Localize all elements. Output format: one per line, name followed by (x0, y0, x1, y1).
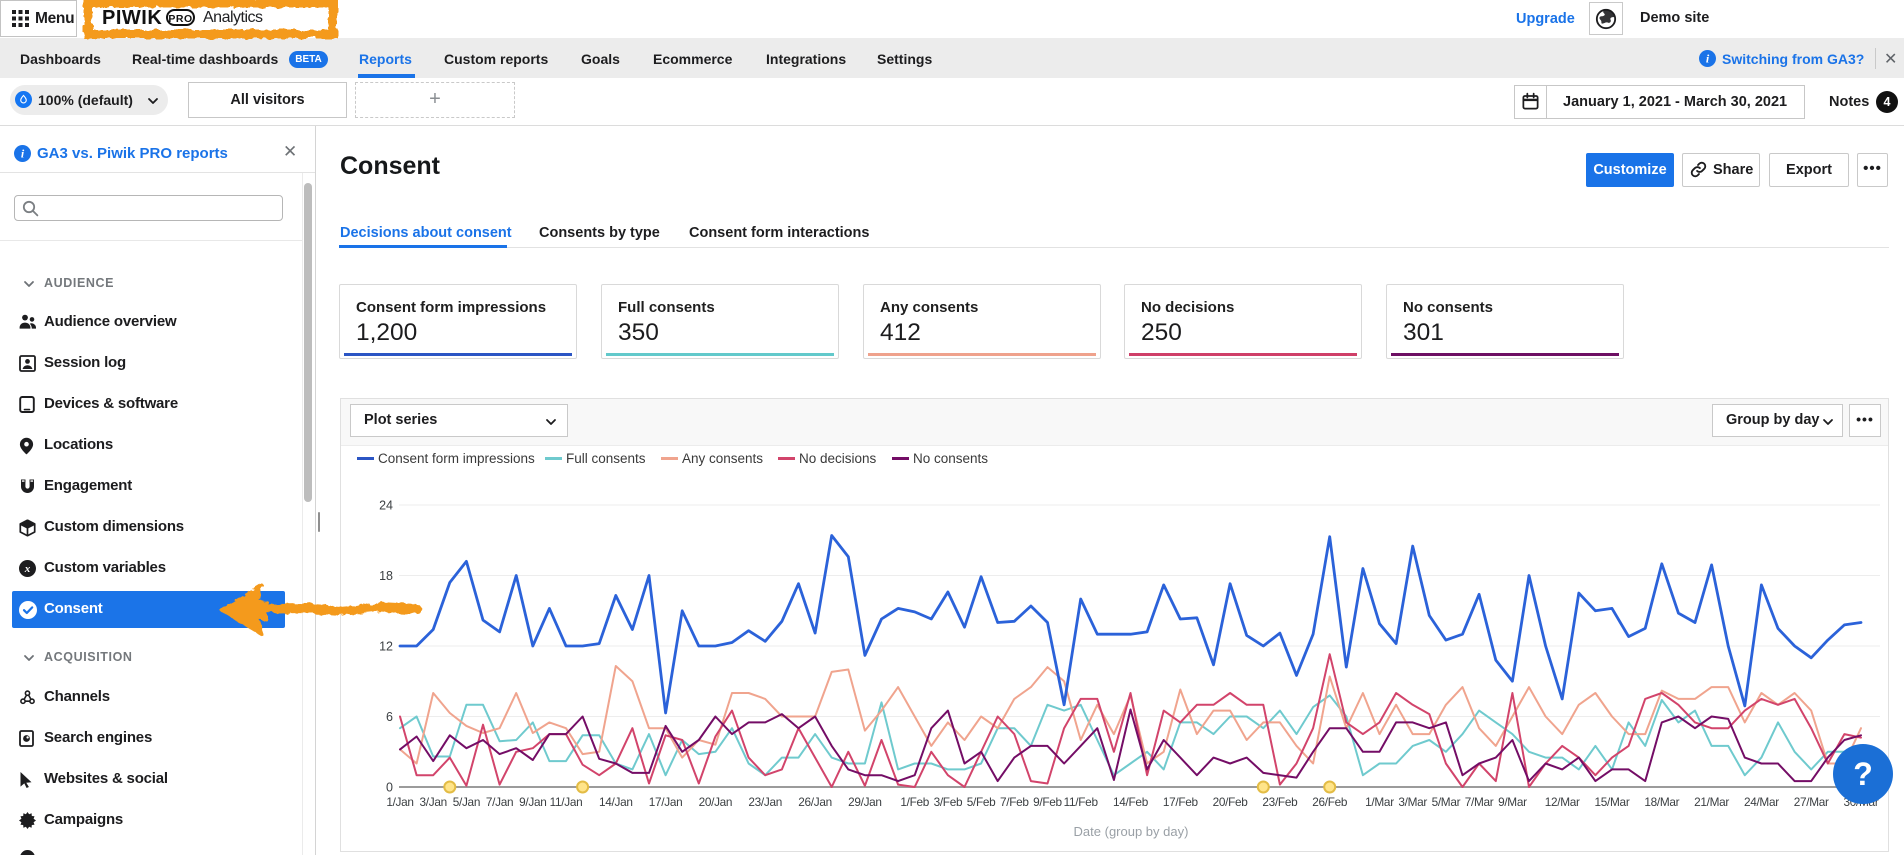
svg-text:1/Jan: 1/Jan (386, 795, 413, 809)
svg-text:7/Feb: 7/Feb (1000, 795, 1029, 809)
svg-text:26/Feb: 26/Feb (1312, 795, 1348, 809)
svg-text:5/Mar: 5/Mar (1432, 795, 1461, 809)
svg-text:15/Mar: 15/Mar (1595, 795, 1630, 809)
svg-text:27/Mar: 27/Mar (1794, 795, 1829, 809)
svg-text:9/Mar: 9/Mar (1498, 795, 1527, 809)
svg-text:1/Feb: 1/Feb (900, 795, 929, 809)
svg-text:20/Feb: 20/Feb (1213, 795, 1249, 809)
svg-text:i: i (1706, 52, 1710, 66)
svg-text:17/Feb: 17/Feb (1163, 795, 1199, 809)
svg-text:18: 18 (379, 569, 393, 583)
svg-text:7/Jan: 7/Jan (486, 795, 513, 809)
svg-text:26/Jan: 26/Jan (798, 795, 832, 809)
svg-text:3/Mar: 3/Mar (1398, 795, 1427, 809)
svg-text:17/Jan: 17/Jan (649, 795, 683, 809)
svg-text:14/Jan: 14/Jan (599, 795, 633, 809)
svg-text:9/Feb: 9/Feb (1033, 795, 1062, 809)
svg-text:23/Feb: 23/Feb (1262, 795, 1298, 809)
svg-text:Date (group by day): Date (group by day) (1074, 824, 1189, 839)
svg-text:24: 24 (379, 499, 393, 513)
svg-text:12/Mar: 12/Mar (1545, 795, 1580, 809)
svg-text:6: 6 (386, 710, 393, 724)
svg-text:1/Mar: 1/Mar (1365, 795, 1394, 809)
svg-text:11/Feb: 11/Feb (1064, 795, 1099, 809)
svg-text:29/Jan: 29/Jan (848, 795, 882, 809)
svg-text:3/Feb: 3/Feb (934, 795, 963, 809)
svg-text:12: 12 (379, 640, 393, 654)
svg-text:3/Jan: 3/Jan (420, 795, 447, 809)
svg-text:18/Mar: 18/Mar (1644, 795, 1679, 809)
svg-text:23/Jan: 23/Jan (748, 795, 782, 809)
svg-text:?: ? (1853, 756, 1873, 792)
svg-text:x: x (24, 563, 31, 575)
svg-text:i: i (21, 147, 25, 161)
svg-text:21/Mar: 21/Mar (1694, 795, 1729, 809)
svg-text:11/Jan: 11/Jan (550, 795, 583, 809)
svg-text:5/Feb: 5/Feb (967, 795, 996, 809)
svg-text:20/Jan: 20/Jan (699, 795, 733, 809)
svg-text:9/Jan: 9/Jan (519, 795, 546, 809)
svg-text:0: 0 (386, 781, 393, 795)
svg-text:14/Feb: 14/Feb (1113, 795, 1149, 809)
svg-text:7/Mar: 7/Mar (1465, 795, 1494, 809)
svg-text:24/Mar: 24/Mar (1744, 795, 1779, 809)
svg-text:5/Jan: 5/Jan (453, 795, 480, 809)
